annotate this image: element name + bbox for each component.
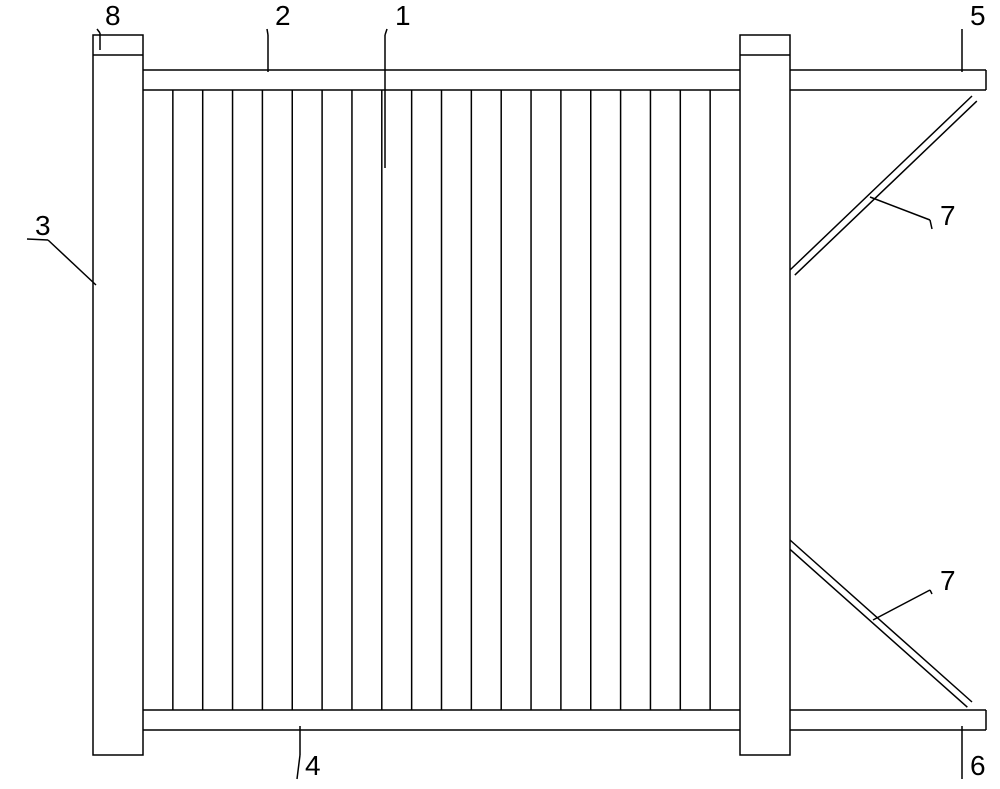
label-7: 7 <box>940 200 956 231</box>
post-left <box>93 35 143 755</box>
label-6: 6 <box>970 750 986 781</box>
background <box>0 0 1000 789</box>
post-right <box>740 35 790 755</box>
label-8: 8 <box>105 0 121 31</box>
leader-tail-2 <box>267 29 268 35</box>
label-4: 4 <box>305 750 321 781</box>
label-2: 2 <box>275 0 291 31</box>
label-1: 1 <box>395 0 411 31</box>
label-7: 7 <box>940 565 956 596</box>
label-3: 3 <box>35 210 51 241</box>
label-5: 5 <box>970 0 986 31</box>
